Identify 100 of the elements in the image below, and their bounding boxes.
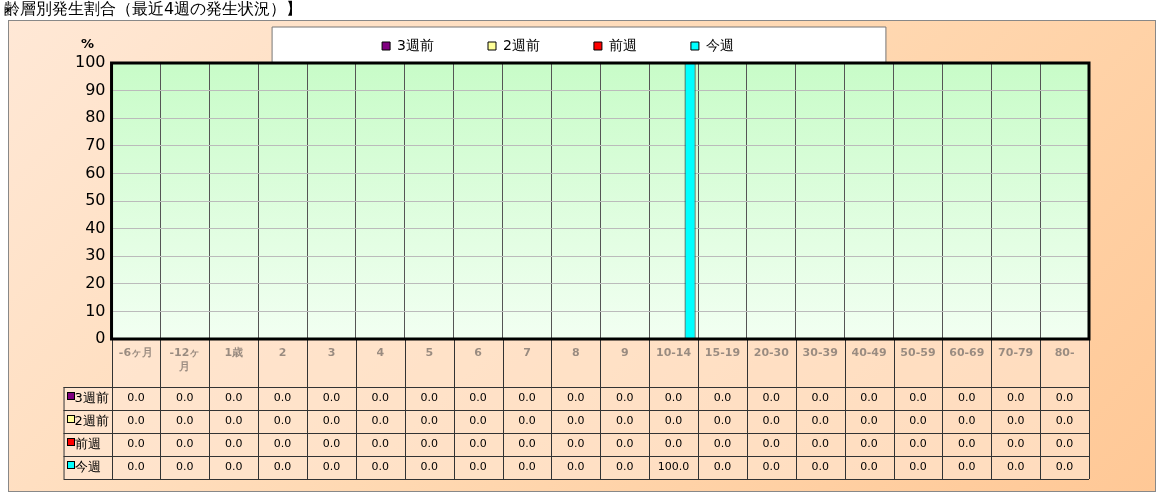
data-label: 0.0 [567,391,585,405]
y-tick-label: 100 [74,52,106,72]
data-label: 0.0 [811,414,829,428]
data-label: 0.0 [322,414,341,428]
data-label: 0.0 [762,414,781,428]
legend-label: 3週前 [397,36,477,53]
data-label: 0.0 [127,391,145,405]
data-label: 0.0 [469,391,487,405]
legend-label: 2週前 [503,36,582,53]
data-label: 0.0 [273,460,292,474]
data-label: 0.0 [420,437,438,451]
data-label: 0.0 [762,391,781,405]
data-label: 0.0 [420,391,438,405]
data-label: 0.0 [713,460,732,474]
y-tick-label: 60 [85,162,106,182]
x-tick-label: 7 [523,346,531,360]
data-label: 0.0 [273,437,292,451]
data-label: 0.0 [273,414,292,428]
data-label: 0.0 [127,414,145,428]
y-tick-label: 70 [85,134,106,154]
y-tick-label: 30 [85,245,106,265]
data-label: 0.0 [371,391,390,405]
data-label: 0.0 [762,437,781,451]
data-label: 0.0 [713,391,732,405]
data-label: 0.0 [567,414,585,428]
data-label: 0.0 [1006,437,1025,451]
data-label: 0.0 [713,414,732,428]
data-label: 0.0 [273,391,292,405]
data-label: 0.0 [762,460,781,474]
data-label: 0.0 [127,437,145,451]
data-label: 0.0 [958,391,976,405]
data-label: 0.0 [909,460,927,474]
data-label: 0.0 [224,460,243,474]
data-label: 0.0 [664,391,683,405]
y-tick-label: 20 [85,272,106,292]
x-tick-label: 4 [376,346,385,360]
data-label: 0.0 [713,437,732,451]
data-label: 0.0 [224,414,243,428]
data-label: 0.0 [1055,460,1074,474]
chart-title: 齢層別発生割合（最近4週の発生状況）】 [4,0,303,18]
y-tick-label: 50 [85,190,106,210]
x-tick-label: 1歳 [224,346,244,360]
data-label: 0.0 [469,414,487,428]
data-label: 0.0 [1006,414,1025,428]
x-tick-label: 60-69 [949,346,985,360]
x-tick-label: 50-59 [900,346,936,360]
data-label: 0.0 [664,414,683,428]
data-label: 0.0 [1006,391,1025,405]
data-label: 100.0 [657,460,690,474]
x-tick-label: 20-30 [753,346,790,360]
x-tick-label: 9 [620,346,629,360]
data-label: 0.0 [322,391,341,405]
x-tick-label: 3 [327,346,336,360]
x-tick-label: 70-79 [998,346,1034,360]
x-tick-label: -12ヶ月 [169,346,201,373]
data-label: 0.0 [1006,460,1025,474]
y-axis-title: % [81,36,95,52]
data-label: 0.0 [176,460,194,474]
data-label: 0.0 [615,391,634,405]
data-label: 0.0 [224,391,243,405]
data-label: 0.0 [860,414,878,428]
data-label: 0.0 [615,460,634,474]
data-label: 0.0 [518,460,536,474]
x-tick-label: 40-49 [851,346,887,360]
data-label: 0.0 [567,437,585,451]
data-label: 0.0 [615,414,634,428]
data-label: 0.0 [322,437,341,451]
x-tick-label: 80- [1054,346,1075,360]
data-label: 0.0 [469,437,487,451]
text: 3週前 [74,389,109,405]
data-label: 0.0 [860,460,878,474]
data-label: 0.0 [371,460,390,474]
text: 2週前 [74,412,109,428]
legend-label: 前週 [608,36,679,53]
data-label: 0.0 [664,437,683,451]
data-label: 0.0 [909,391,927,405]
data-label: 0.0 [224,437,243,451]
data-label: 0.0 [909,414,927,428]
data-label: 0.0 [420,460,438,474]
data-label: 0.0 [176,414,194,428]
data-label: 0.0 [518,391,536,405]
data-label: 0.0 [811,460,829,474]
y-tick-label: 80 [85,107,106,127]
data-label: 0.0 [860,391,878,405]
x-tick-label: 8 [572,346,580,360]
data-label: 0.0 [615,437,634,451]
data-label: 0.0 [322,460,341,474]
x-tick-label: 30-39 [802,346,838,360]
x-tick-label: 6 [474,346,483,360]
y-tick-label: 90 [85,79,106,99]
data-label: 0.0 [518,437,536,451]
data-label: 0.0 [958,437,976,451]
data-label: 0.0 [176,391,194,405]
text: 今週 [74,458,101,474]
data-label: 0.0 [127,460,145,474]
x-tick-label: 10-14 [655,346,692,360]
data-label: 0.0 [1055,391,1074,405]
x-tick-label: 2 [278,346,287,360]
x-tick-label: -6ヶ月 [118,346,154,360]
data-label: 0.0 [909,437,927,451]
